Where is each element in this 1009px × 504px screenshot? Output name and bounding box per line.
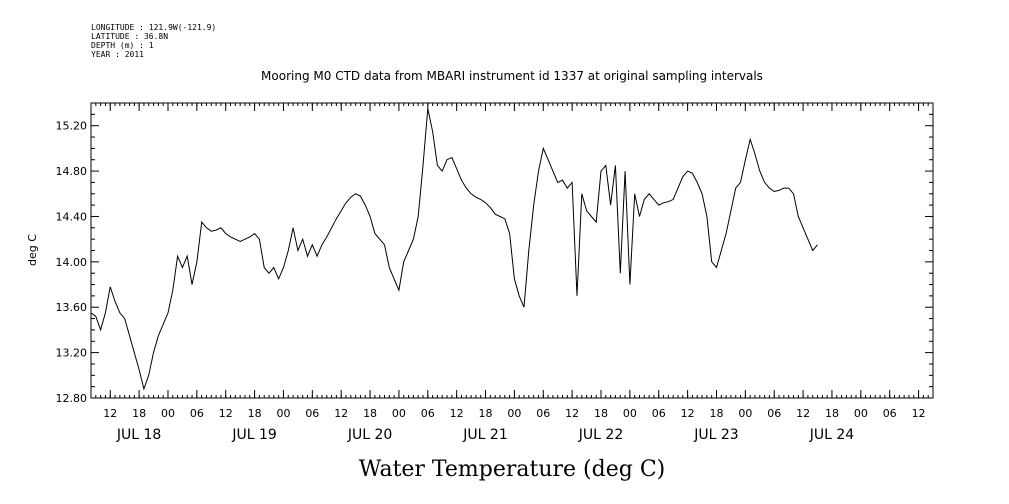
y-tick-label: 13.60: [56, 301, 88, 314]
x-tick-label: 00: [392, 407, 406, 420]
x-tick-label: 00: [738, 407, 752, 420]
latitude-text: LATITUDE : 36.8N: [91, 32, 168, 41]
y-tick-label: 14.80: [56, 165, 88, 178]
x-tick-label: 12: [681, 407, 695, 420]
longitude-text: LONGITUDE : 121.9W(-121.9): [91, 23, 216, 32]
day-labels: JUL 18 JUL 19 JUL 20 JUL 21 JUL 22 JUL 23 JUL …: [116, 427, 854, 443]
x-tick-label: 00: [161, 407, 175, 420]
x-day-label: JUL 23: [693, 427, 738, 443]
plot-frame: [90, 102, 934, 399]
x-tick-label: 12: [334, 407, 348, 420]
minor-ticks: [90, 103, 934, 398]
x-day-label: JUL 22: [578, 427, 623, 443]
temperature-series-line: [90, 108, 818, 391]
x-tick-label: 12: [103, 407, 117, 420]
x-tick-label: 06: [421, 407, 435, 420]
x-day-label: JUL 20: [347, 427, 392, 443]
x-tick-label: 00: [507, 407, 521, 420]
x-day-label: JUL 19: [231, 427, 276, 443]
x-tick-label: 18: [363, 407, 377, 420]
x-day-label: JUL 21: [462, 427, 507, 443]
x-tick-label: 18: [594, 407, 608, 420]
x-tick-label: 12: [912, 407, 926, 420]
x-tick-label: 18: [825, 407, 839, 420]
x-axis: 12 18 00 06 12 18 00 06 12 18 00 06 12 18 00 06 12 18 00 06…: [103, 103, 926, 420]
x-tick-label: 18: [248, 407, 262, 420]
depth-text: DEPTH (m) : 1: [91, 41, 154, 50]
y-axis-label: deg C: [26, 234, 39, 266]
y-tick-label: 13.20: [56, 347, 88, 360]
year-text: YEAR : 2011: [91, 50, 144, 59]
x-tick-label: 06: [305, 407, 319, 420]
x-day-label: JUL 24: [809, 427, 855, 443]
y-axis: 12.80 13.20 13.60 14.00 14.40 14.80 15.20: [56, 102, 933, 405]
y-tick-label: 15.20: [56, 120, 88, 133]
x-tick-label: 06: [767, 407, 781, 420]
x-tick-label: 00: [276, 407, 290, 420]
x-tick-label: 18: [709, 407, 723, 420]
x-tick-label: 12: [219, 407, 233, 420]
x-tick-label: 06: [536, 407, 550, 420]
y-tick-label: 14.00: [56, 256, 88, 269]
x-tick-label: 00: [623, 407, 637, 420]
y-tick-label: 14.40: [56, 210, 88, 223]
x-tick-label: 12: [796, 407, 810, 420]
y-tick-label: 12.80: [56, 392, 88, 405]
x-axis-title: Water Temperature (deg C): [359, 457, 666, 482]
x-tick-label: 00: [854, 407, 868, 420]
x-tick-label: 06: [652, 407, 666, 420]
x-day-label: JUL 18: [116, 427, 161, 443]
x-tick-label: 18: [479, 407, 493, 420]
x-tick-label: 12: [565, 407, 579, 420]
x-tick-label: 06: [883, 407, 897, 420]
x-tick-label: 18: [132, 407, 146, 420]
x-tick-label: 06: [190, 407, 204, 420]
chart-title: Mooring M0 CTD data from MBARI instrumen…: [261, 69, 763, 83]
x-tick-label: 12: [450, 407, 464, 420]
